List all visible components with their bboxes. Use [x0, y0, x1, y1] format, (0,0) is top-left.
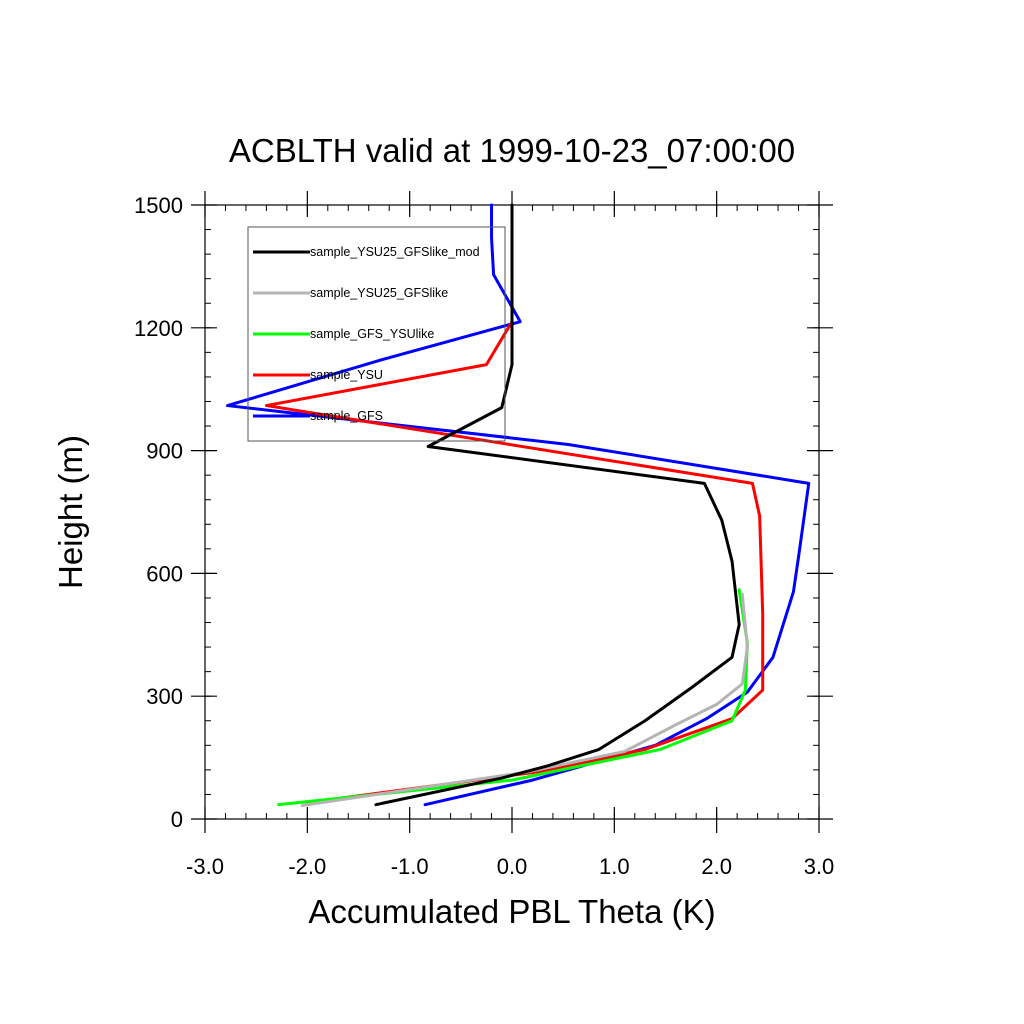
x-tick-label: -3.0	[186, 854, 224, 879]
x-tick-label: -1.0	[391, 854, 429, 879]
y-axis-title: Height (m)	[52, 435, 89, 589]
legend-label: sample_YSU25_GFSlike	[310, 286, 448, 300]
legend: sample_YSU25_GFSlike_mod sample_YSU25_GFS…	[247, 226, 506, 442]
x-tick-label: 2.0	[701, 854, 732, 879]
y-tick-label: 900	[146, 439, 183, 464]
y-tick-labels: 0 300 600 900 1200 1500	[134, 193, 183, 832]
y-tick-label: 600	[146, 561, 183, 586]
x-tick-label: 0.0	[497, 854, 528, 879]
legend-label: sample_YSU	[310, 368, 383, 382]
axis-ticks	[191, 191, 833, 833]
series-line-sample_YSU25_GFSlike_mod	[374, 203, 741, 807]
y-tick-label: 0	[171, 807, 183, 832]
x-axis-title: Accumulated PBL Theta (K)	[308, 893, 715, 930]
x-tick-label: -2.0	[288, 854, 326, 879]
series-layer	[226, 203, 811, 807]
legend-box	[247, 226, 506, 442]
x-tick-labels: -3.0 -2.0 -1.0 0.0 1.0 2.0 3.0	[186, 854, 834, 879]
legend-label: sample_YSU25_GFSlike_mod	[310, 245, 480, 259]
x-tick-label: 1.0	[599, 854, 630, 879]
x-tick-label: 3.0	[804, 854, 835, 879]
chart-title: ACBLTH valid at 1999-10-23_07:00:00	[229, 132, 795, 169]
legend-label: sample_GFS_YSUlike	[310, 327, 434, 341]
legend-label: sample_GFS	[310, 409, 383, 423]
series-line-sample_YSU25_GFSlike	[300, 592, 749, 807]
y-tick-label: 1200	[134, 316, 183, 341]
series-line-sample_GFS	[226, 203, 811, 807]
series-line-sample_YSU	[264, 320, 765, 805]
y-tick-label: 300	[146, 684, 183, 709]
y-tick-label: 1500	[134, 193, 183, 218]
